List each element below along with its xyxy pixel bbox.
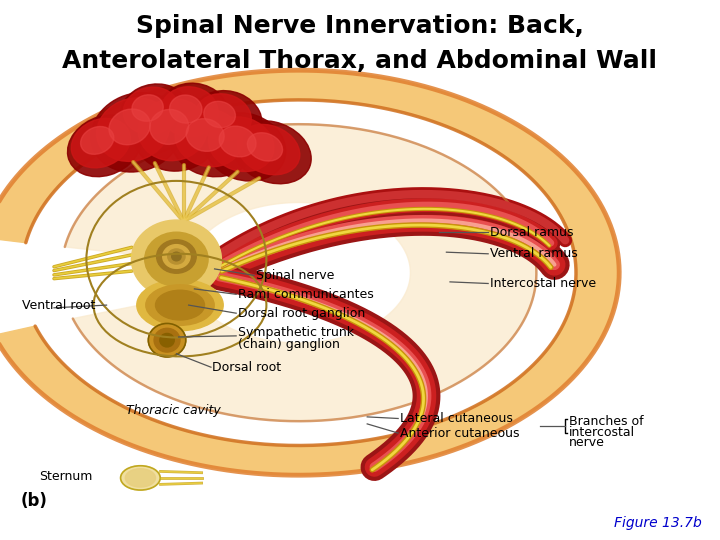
Polygon shape: [0, 70, 619, 475]
Text: Sympathetic trunk: Sympathetic trunk: [238, 326, 354, 339]
Ellipse shape: [160, 333, 174, 347]
Ellipse shape: [137, 280, 223, 330]
Text: Spinal nerve: Spinal nerve: [256, 269, 334, 282]
Ellipse shape: [68, 115, 141, 177]
Ellipse shape: [208, 117, 274, 172]
Ellipse shape: [157, 83, 229, 146]
Ellipse shape: [96, 98, 170, 161]
Ellipse shape: [161, 87, 218, 137]
Ellipse shape: [233, 121, 311, 184]
Ellipse shape: [204, 102, 235, 127]
Ellipse shape: [154, 328, 180, 352]
Ellipse shape: [186, 119, 224, 151]
Text: Sternum: Sternum: [40, 470, 93, 483]
Text: Branches of: Branches of: [569, 415, 644, 428]
Ellipse shape: [125, 469, 156, 487]
Ellipse shape: [163, 245, 190, 268]
Ellipse shape: [81, 126, 114, 154]
Ellipse shape: [132, 220, 222, 298]
Text: Dorsal root ganglion: Dorsal root ganglion: [238, 307, 365, 320]
Text: Figure 13.7b: Figure 13.7b: [614, 516, 702, 530]
Text: Ventral ramus: Ventral ramus: [490, 247, 577, 260]
Ellipse shape: [120, 84, 190, 143]
Polygon shape: [65, 124, 536, 421]
Text: Anterolateral Thorax, and Abdominal Wall: Anterolateral Thorax, and Abdominal Wall: [63, 49, 657, 72]
Text: Lateral cutaneous: Lateral cutaneous: [400, 412, 513, 425]
Text: intercostal: intercostal: [569, 426, 635, 438]
Ellipse shape: [121, 465, 161, 490]
Text: Ventral root: Ventral root: [22, 299, 95, 312]
Ellipse shape: [91, 92, 183, 172]
Ellipse shape: [238, 124, 300, 175]
Ellipse shape: [148, 323, 186, 357]
Ellipse shape: [170, 104, 255, 177]
Text: Intercostal nerve: Intercostal nerve: [490, 277, 595, 290]
Ellipse shape: [123, 87, 179, 134]
Ellipse shape: [192, 91, 262, 149]
Text: Thoracic cavity: Thoracic cavity: [126, 404, 221, 417]
Ellipse shape: [145, 232, 208, 286]
Text: (b): (b): [20, 492, 47, 510]
Text: Dorsal root: Dorsal root: [212, 361, 282, 374]
Text: (chain) ganglion: (chain) ganglion: [238, 338, 339, 351]
Text: Dorsal ramus: Dorsal ramus: [490, 226, 573, 239]
Ellipse shape: [219, 126, 256, 157]
Ellipse shape: [172, 252, 181, 261]
Ellipse shape: [109, 109, 150, 145]
Ellipse shape: [195, 94, 251, 140]
Text: nerve: nerve: [569, 436, 605, 449]
Ellipse shape: [157, 240, 197, 273]
Ellipse shape: [169, 95, 202, 123]
Ellipse shape: [150, 110, 189, 144]
Ellipse shape: [132, 94, 163, 122]
Ellipse shape: [248, 133, 282, 161]
Ellipse shape: [168, 249, 185, 264]
Text: Rami communicantes: Rami communicantes: [238, 288, 374, 301]
Ellipse shape: [204, 113, 286, 181]
Text: Spinal Nerve Innervation: Back,: Spinal Nerve Innervation: Back,: [136, 14, 584, 37]
Ellipse shape: [138, 98, 207, 161]
Ellipse shape: [133, 93, 220, 171]
Ellipse shape: [71, 118, 130, 168]
Text: Anterior cutaneous: Anterior cutaneous: [400, 427, 519, 440]
Ellipse shape: [175, 109, 243, 167]
Ellipse shape: [145, 285, 215, 325]
Ellipse shape: [156, 291, 204, 320]
